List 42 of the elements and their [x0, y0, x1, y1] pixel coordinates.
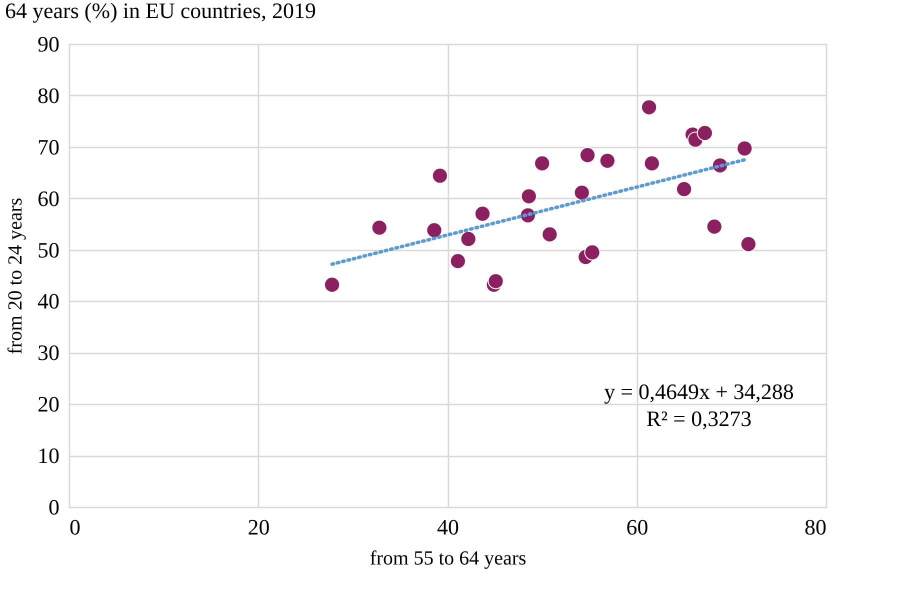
- point: [640, 99, 658, 116]
- point: [520, 188, 537, 204]
- y-tick-label: 40: [38, 288, 60, 314]
- y-tick-label: 0: [48, 494, 60, 520]
- x-tick-label: 80: [804, 514, 826, 540]
- x-axis-title: from 55 to 64 years: [370, 548, 527, 570]
- point: [460, 230, 476, 248]
- point: [696, 124, 713, 142]
- point: [542, 226, 558, 242]
- y-tick-label: 80: [38, 82, 60, 108]
- point: [584, 244, 600, 260]
- point: [736, 140, 753, 156]
- y-tick-label: 10: [38, 443, 60, 468]
- annotation: R² = 0,3273: [646, 406, 752, 431]
- point: [706, 218, 722, 235]
- point: [676, 181, 692, 198]
- point: [740, 236, 756, 252]
- y-tick-label: 50: [38, 237, 60, 262]
- point: [426, 222, 442, 238]
- point: [371, 220, 388, 236]
- y-axis-title: from 20 to 24 years: [4, 197, 26, 354]
- point: [574, 184, 590, 201]
- y-tick-label: 30: [38, 340, 60, 366]
- y-tick-label: 70: [38, 134, 60, 160]
- y-tick-label: 90: [38, 32, 60, 56]
- x-tick-label: 0: [70, 514, 80, 540]
- y-tick-label: 60: [38, 186, 60, 211]
- point: [324, 276, 340, 293]
- point: [488, 273, 504, 290]
- point: [474, 206, 491, 222]
- chart-title: 64 years (%) in EU countries, 2019: [5, 0, 316, 23]
- point: [450, 253, 466, 270]
- x-tick-label: 40: [437, 514, 459, 540]
- point: [644, 155, 660, 172]
- x-tick-label: 60: [626, 514, 648, 540]
- point: [534, 155, 550, 172]
- x-tick-label: 20: [248, 514, 270, 540]
- y-tick-label: 20: [38, 392, 60, 417]
- annotation: y = 0,4649x + 34,288: [604, 379, 794, 404]
- point: [432, 168, 448, 184]
- point: [579, 147, 596, 164]
- point: [599, 152, 616, 169]
